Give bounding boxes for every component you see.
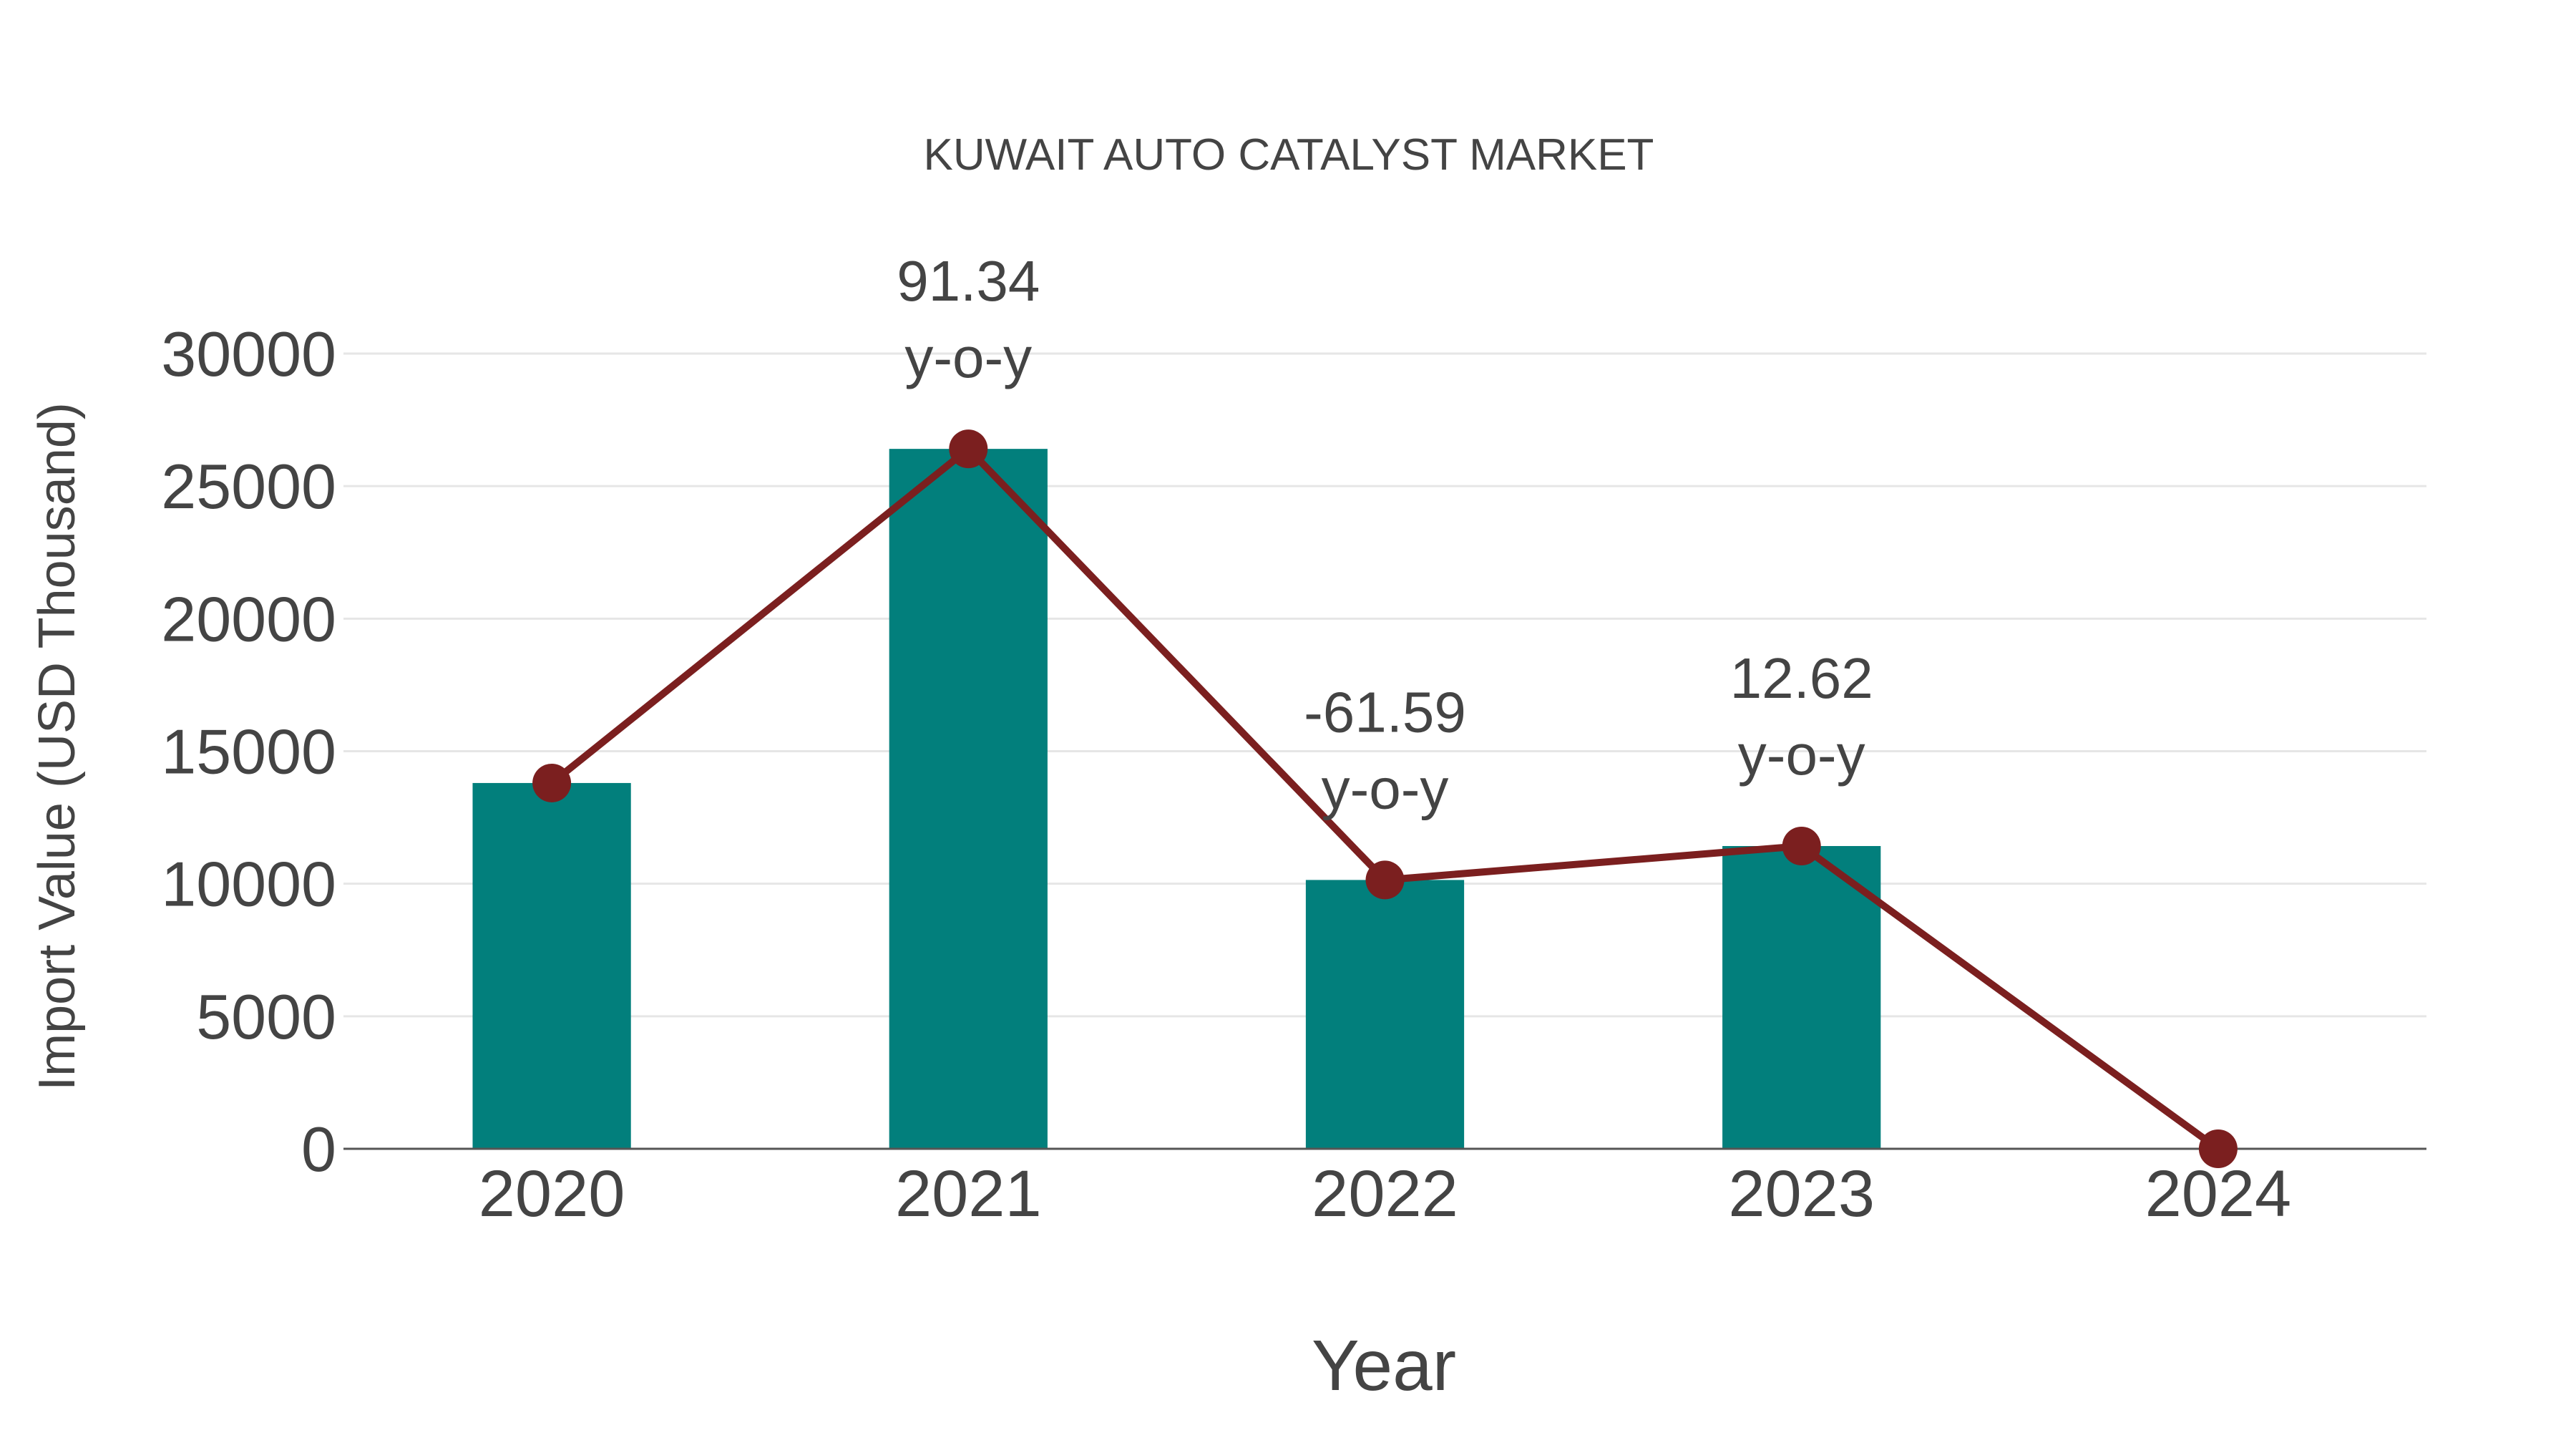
yoy-value: -61.59	[1304, 680, 1466, 744]
marker-2022[interactable]	[1365, 860, 1405, 900]
yoy-suffix: y-o-y	[1322, 757, 1449, 820]
x-axis-title: Year	[1312, 1326, 1456, 1406]
marker-2023[interactable]	[1782, 827, 1821, 866]
x-tick-label: 2024	[2145, 1157, 2292, 1230]
x-tick-label: 2021	[895, 1157, 1042, 1230]
yoy-value: 12.62	[1730, 646, 1873, 710]
bar-2020[interactable]	[472, 782, 631, 1149]
x-tick-label: 2022	[1312, 1157, 1458, 1230]
y-tick-label: 0	[301, 1114, 336, 1185]
x-tick-label: 2023	[1728, 1157, 1875, 1230]
y-tick-label: 15000	[161, 716, 336, 787]
y-axis-title: Import Value (USD Thousand)	[29, 402, 86, 1091]
chart-title: KUWAIT AUTO CATALYST MARKET	[924, 130, 1654, 180]
yoy-suffix: y-o-y	[904, 326, 1032, 389]
marker-2024[interactable]	[2198, 1129, 2238, 1168]
y-axis-ticks: 0 5000 10000 15000 20000 25000 30000	[161, 319, 336, 1185]
bar-series	[472, 449, 1881, 1149]
bar-2022[interactable]	[1305, 880, 1465, 1149]
marker-2020[interactable]	[532, 763, 572, 802]
y-tick-label: 25000	[161, 451, 336, 522]
y-tick-label: 30000	[161, 319, 336, 389]
gridlines	[343, 352, 2426, 1018]
bar-2023[interactable]	[1722, 846, 1881, 1149]
x-axis-ticks: 2020 2021 2022 2023 2024	[479, 1157, 2291, 1230]
bar-2021[interactable]	[889, 449, 1048, 1149]
y-tick-label: 20000	[161, 583, 336, 654]
line-series	[532, 429, 2238, 1168]
y-tick-label: 5000	[196, 981, 336, 1052]
yoy-value: 91.34	[897, 249, 1040, 313]
x-tick-label: 2020	[479, 1157, 625, 1230]
y-tick-label: 10000	[161, 849, 336, 920]
yoy-suffix: y-o-y	[1738, 723, 1865, 787]
marker-2021[interactable]	[949, 429, 988, 469]
yoy-annotations: 91.34 y-o-y -61.59 y-o-y 12.62 y-o-y	[897, 249, 1873, 820]
